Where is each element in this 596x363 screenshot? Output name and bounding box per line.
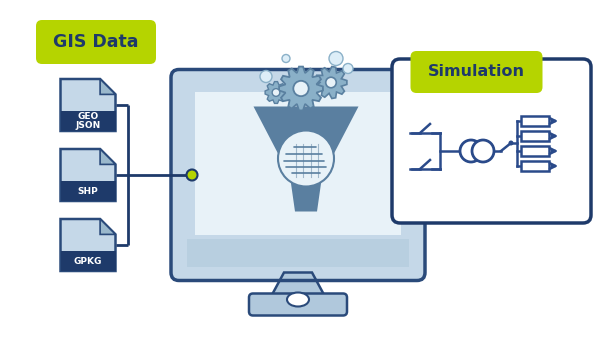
Circle shape — [278, 131, 334, 187]
FancyBboxPatch shape — [249, 294, 347, 315]
Bar — [61, 251, 116, 271]
Polygon shape — [100, 219, 116, 234]
Circle shape — [293, 81, 309, 96]
Text: GEO
JSON: GEO JSON — [75, 112, 101, 130]
Circle shape — [272, 89, 280, 96]
Text: GPKG: GPKG — [74, 257, 102, 265]
Bar — [521, 161, 549, 171]
Circle shape — [326, 77, 336, 88]
Text: GIS Data: GIS Data — [53, 33, 139, 51]
Circle shape — [508, 140, 514, 146]
Bar — [61, 111, 116, 131]
Polygon shape — [271, 273, 325, 298]
Circle shape — [282, 54, 290, 62]
Polygon shape — [279, 66, 323, 110]
Text: SHP: SHP — [77, 187, 98, 196]
Bar — [521, 146, 549, 156]
FancyBboxPatch shape — [36, 20, 156, 64]
Polygon shape — [61, 149, 116, 201]
Polygon shape — [253, 106, 359, 176]
Circle shape — [260, 70, 272, 82]
FancyBboxPatch shape — [411, 51, 542, 93]
Circle shape — [329, 52, 343, 65]
Bar — [61, 181, 116, 201]
Circle shape — [460, 140, 482, 162]
FancyBboxPatch shape — [171, 69, 425, 281]
FancyBboxPatch shape — [195, 91, 401, 234]
Circle shape — [343, 64, 353, 73]
Bar — [521, 116, 549, 126]
Text: Simulation: Simulation — [428, 65, 525, 79]
Bar — [187, 238, 409, 266]
Polygon shape — [61, 79, 116, 131]
Polygon shape — [61, 219, 116, 271]
Circle shape — [187, 170, 197, 180]
Polygon shape — [100, 149, 116, 164]
FancyBboxPatch shape — [392, 59, 591, 223]
Bar — [521, 131, 549, 141]
Polygon shape — [315, 66, 347, 98]
Polygon shape — [100, 79, 116, 94]
Ellipse shape — [287, 293, 309, 306]
Polygon shape — [265, 82, 287, 103]
Polygon shape — [290, 176, 322, 212]
Circle shape — [472, 140, 494, 162]
